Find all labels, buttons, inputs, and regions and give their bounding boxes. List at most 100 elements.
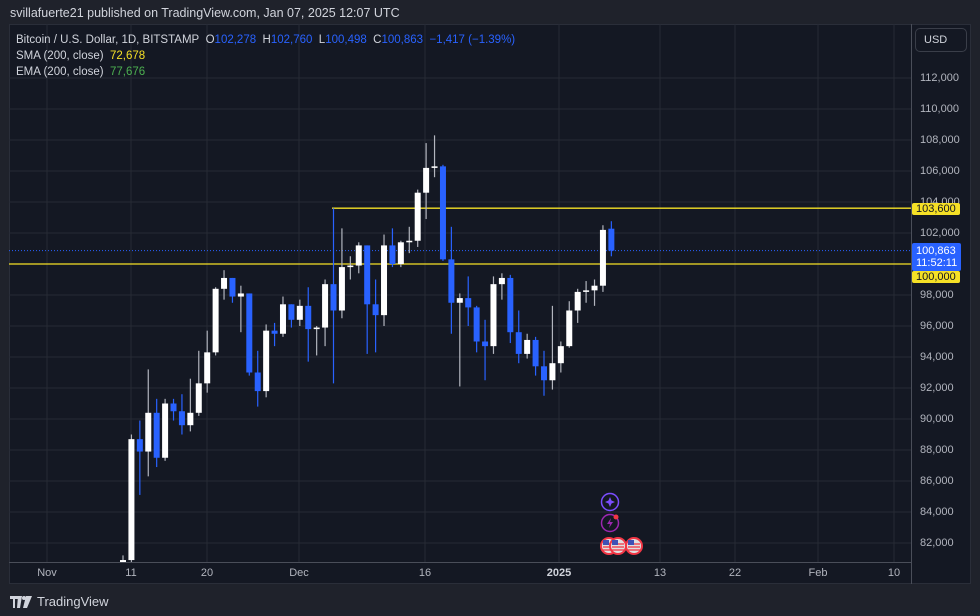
candle-body[interactable] xyxy=(162,403,169,458)
time-tick-label: Dec xyxy=(289,567,309,579)
candle-body[interactable] xyxy=(482,341,489,347)
sparkle-glyph xyxy=(605,497,615,507)
price-tick-label: 106,000 xyxy=(920,165,960,177)
candle-body[interactable] xyxy=(136,439,143,452)
candle-body[interactable] xyxy=(574,291,581,311)
change-value: −1,417 (−1.39%) xyxy=(429,34,516,46)
candle-body[interactable] xyxy=(591,285,598,291)
legend-sma-row[interactable]: SMA (200, close) 72,678 xyxy=(16,48,515,64)
candle-body[interactable] xyxy=(288,304,295,320)
candle-body[interactable] xyxy=(599,229,606,286)
candle-body[interactable] xyxy=(153,412,160,458)
price-tick-label: 88,000 xyxy=(920,444,954,456)
time-tick-label: 22 xyxy=(728,567,742,579)
candle-body[interactable] xyxy=(296,305,303,320)
candle-body[interactable] xyxy=(355,245,362,266)
candle-body[interactable] xyxy=(178,411,185,426)
legend-symbol-row: Bitcoin / U.S. Dollar, 1D, BITSTAMP O102… xyxy=(16,32,515,48)
candle-body[interactable] xyxy=(515,332,522,354)
candle-body[interactable] xyxy=(473,307,480,342)
sma-value: 72,678 xyxy=(109,50,146,62)
candle-body[interactable] xyxy=(465,298,472,308)
price-tick-label: 86,000 xyxy=(920,475,954,487)
candle-body[interactable] xyxy=(347,265,354,268)
candle-body[interactable] xyxy=(313,327,320,330)
bar-countdown: 11:52:11 xyxy=(916,257,958,269)
candle-body[interactable] xyxy=(372,304,379,316)
chart-plot-area[interactable] xyxy=(9,24,911,562)
candle-body[interactable] xyxy=(498,277,505,285)
candle-body[interactable] xyxy=(389,245,396,264)
candle-body[interactable] xyxy=(456,298,463,303)
candle-body[interactable] xyxy=(322,284,329,328)
time-tick-label: 13 xyxy=(653,567,667,579)
currency-button[interactable]: USD xyxy=(915,28,967,52)
lightning-glyph xyxy=(607,518,613,528)
candle-body[interactable] xyxy=(237,293,244,297)
high-label: H xyxy=(262,34,271,46)
time-tick-label: 11 xyxy=(125,567,137,579)
candle-body[interactable] xyxy=(414,192,421,241)
candle-body[interactable] xyxy=(490,284,497,347)
symbol-name[interactable]: Bitcoin / U.S. Dollar, 1D, BITSTAMP xyxy=(16,34,200,46)
candle-body[interactable] xyxy=(187,412,194,426)
candle-body[interactable] xyxy=(170,403,177,412)
time-tick-label: Nov xyxy=(37,567,57,579)
candle-body[interactable] xyxy=(212,288,219,353)
close-label: C xyxy=(373,34,382,46)
candle-body[interactable] xyxy=(397,242,404,264)
candle-body[interactable] xyxy=(330,284,337,311)
candle-body[interactable] xyxy=(406,240,413,243)
candle-body[interactable] xyxy=(566,310,573,347)
candle-body[interactable] xyxy=(524,339,531,354)
time-tick-label: 2025 xyxy=(546,567,572,579)
chart-legend: Bitcoin / U.S. Dollar, 1D, BITSTAMP O102… xyxy=(16,32,515,80)
candle-body[interactable] xyxy=(263,330,270,392)
candle-body[interactable] xyxy=(381,245,388,316)
flag-canton xyxy=(628,540,634,545)
candle-body[interactable] xyxy=(195,383,202,413)
candle-body[interactable] xyxy=(448,259,455,303)
time-tick-label: 20 xyxy=(200,567,214,579)
candle-body[interactable] xyxy=(532,339,539,367)
legend-ema-row[interactable]: EMA (200, close) 77,676 xyxy=(16,64,515,80)
candle-body[interactable] xyxy=(254,372,261,392)
tradingview-footer: TradingView xyxy=(10,594,109,609)
price-tick-label: 96,000 xyxy=(920,320,954,332)
sparkle-event-icon[interactable] xyxy=(600,492,620,512)
candle-body[interactable] xyxy=(271,330,278,334)
candle-body[interactable] xyxy=(431,166,438,168)
chart-frame xyxy=(9,24,971,584)
candle-body[interactable] xyxy=(221,277,228,289)
candle-body[interactable] xyxy=(120,560,126,562)
candle-body[interactable] xyxy=(583,290,590,292)
price-tick-label: 102,000 xyxy=(920,227,960,239)
flash-event-icon[interactable] xyxy=(600,513,620,533)
open-value: 102,278 xyxy=(214,34,257,46)
candle-body[interactable] xyxy=(364,245,371,305)
candle-body[interactable] xyxy=(305,305,312,330)
price-tick-label: 90,000 xyxy=(920,413,954,425)
candle-body[interactable] xyxy=(246,293,253,373)
candle-body[interactable] xyxy=(279,304,286,334)
candle-body[interactable] xyxy=(229,277,236,297)
candle-body[interactable] xyxy=(608,228,615,251)
candle-body[interactable] xyxy=(423,167,430,193)
time-axis[interactable] xyxy=(9,562,911,584)
price-tick-label: 84,000 xyxy=(920,506,954,518)
candlestick-chart[interactable] xyxy=(9,24,911,562)
candle-body[interactable] xyxy=(145,412,152,452)
candle-body[interactable] xyxy=(128,439,135,561)
candle-body[interactable] xyxy=(557,346,564,364)
sma-label: SMA (200, close) xyxy=(16,50,104,62)
candle-body[interactable] xyxy=(338,267,345,311)
resistance-price-label: 103,600 xyxy=(912,203,960,215)
candle-body[interactable] xyxy=(507,277,514,333)
open-label: O xyxy=(205,34,215,46)
candle-body[interactable] xyxy=(439,166,446,260)
candle-body[interactable] xyxy=(541,366,547,381)
candle-body[interactable] xyxy=(549,363,556,381)
price-tick-label: 108,000 xyxy=(920,134,960,146)
price-axis[interactable] xyxy=(911,24,971,584)
candle-body[interactable] xyxy=(204,352,211,384)
